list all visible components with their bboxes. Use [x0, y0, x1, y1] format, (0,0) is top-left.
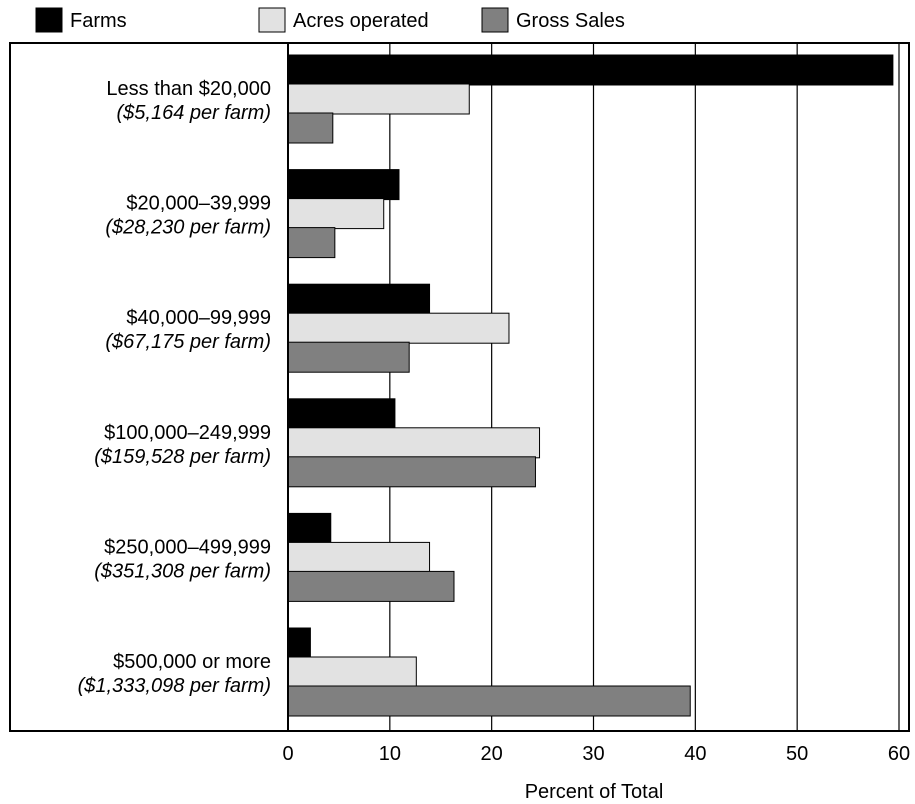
category-labels: Less than $20,000($5,164 per farm) $20,00…: [78, 78, 271, 697]
bar-acres-operated: [287, 427, 541, 459]
category-sublabel: ($1,333,098 per farm): [78, 675, 271, 697]
bar-acres-operated: [287, 312, 510, 344]
bar-farms: [287, 398, 396, 430]
category-label: $250,000–499,999: [104, 536, 271, 558]
legend-label-farms: Farms: [70, 10, 127, 32]
x-tick-label: 20: [481, 743, 503, 765]
legend-label-gross-sales: Gross Sales: [516, 10, 625, 32]
category-sublabel: ($28,230 per farm): [105, 217, 271, 239]
bar-farms: [287, 169, 400, 201]
x-tick-label: 30: [582, 743, 604, 765]
legend-swatch-gross-sales: [481, 7, 509, 33]
bar-farms: [287, 54, 894, 86]
category-label: $20,000–39,999: [126, 193, 271, 215]
bar-gross-sales: [287, 341, 410, 373]
bar-gross-sales: [287, 112, 334, 144]
bar-acres-operated: [287, 83, 470, 115]
category-label: $500,000 or more: [113, 651, 271, 673]
bar-gross-sales: [287, 456, 536, 488]
category-label: Less than $20,000: [106, 78, 271, 100]
bar-acres-operated: [287, 656, 417, 688]
legend-label-acres-operated: Acres operated: [293, 10, 429, 32]
bar-gross-sales: [287, 227, 336, 259]
x-tick-label: 50: [786, 743, 808, 765]
x-tick-label: 40: [684, 743, 706, 765]
category-sublabel: ($159,528 per farm): [94, 446, 271, 468]
legend: Farms Acres operated Gross Sales: [35, 7, 625, 33]
x-axis-ticks: 0 10 20 30 40 50 60: [282, 743, 910, 765]
legend-swatch-farms: [35, 7, 63, 33]
x-tick-label: 60: [888, 743, 910, 765]
bar-farms: [287, 627, 311, 659]
category-sublabel: ($67,175 per farm): [105, 331, 271, 353]
x-tick-label: 0: [282, 743, 293, 765]
category-sublabel: ($351,308 per farm): [94, 560, 271, 582]
x-axis-title: Percent of Total: [525, 781, 664, 803]
bar-farms: [287, 283, 431, 315]
bar-acres-operated: [287, 198, 385, 230]
category-label: $100,000–249,999: [104, 422, 271, 444]
gridlines: [389, 43, 900, 731]
x-tick-label: 10: [379, 743, 401, 765]
bar-farms: [287, 512, 332, 544]
legend-swatch-acres-operated: [258, 7, 286, 33]
chart-frame: [9, 42, 910, 732]
bar-gross-sales: [287, 570, 455, 602]
bar-acres-operated: [287, 541, 431, 573]
bars: [287, 54, 894, 717]
bar-gross-sales: [287, 685, 691, 717]
category-sublabel: ($5,164 per farm): [116, 102, 271, 124]
category-label: $40,000–99,999: [126, 307, 271, 329]
